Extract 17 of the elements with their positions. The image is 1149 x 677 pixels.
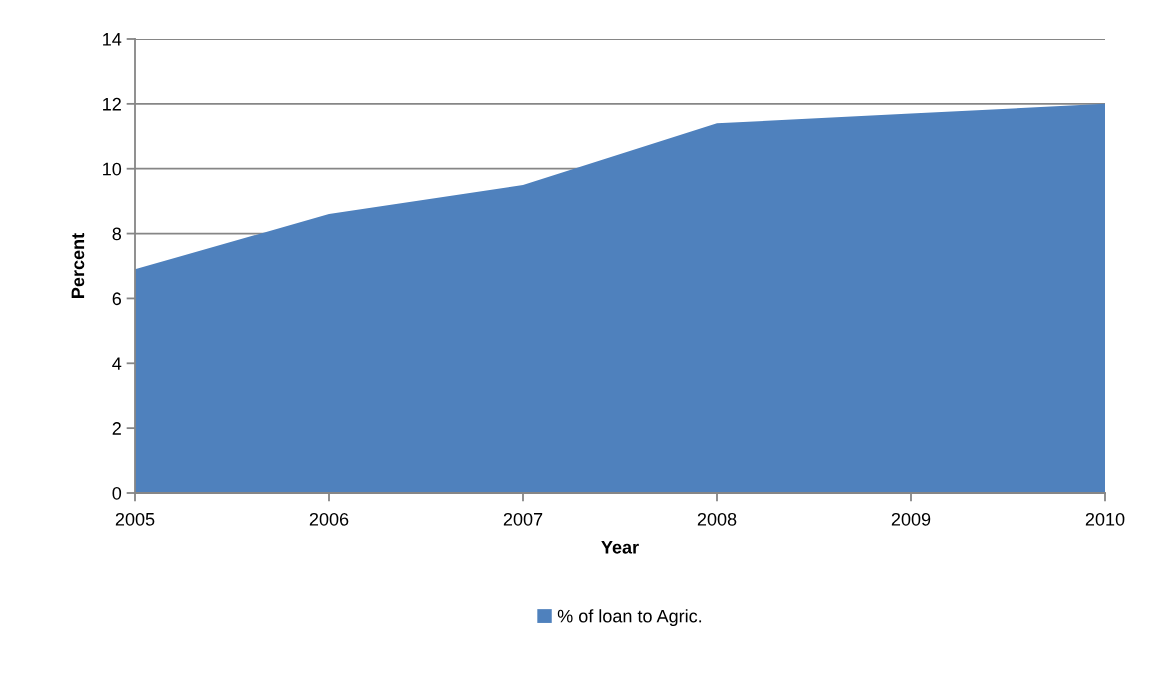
y-tick-label: 8 xyxy=(112,227,122,241)
legend-label: % of loan to Agric. xyxy=(557,609,702,627)
y-tick-label: 2 xyxy=(112,422,121,435)
y-tick-label: 0 xyxy=(112,486,122,500)
y-tick-label: 14 xyxy=(103,33,122,46)
x-tick-label: 2005 xyxy=(115,512,155,526)
y-tick-label: 12 xyxy=(103,97,121,111)
x-tick-label: 2006 xyxy=(309,512,349,526)
x-axis-title: Year xyxy=(601,541,639,554)
y-tick-label: 4 xyxy=(112,357,122,370)
x-tick-label: 2007 xyxy=(503,512,543,526)
y-axis-title: Percent xyxy=(71,233,85,298)
y-tick-label: 10 xyxy=(103,162,122,176)
x-tick-label: 2008 xyxy=(697,512,737,526)
y-tick-label: 6 xyxy=(112,292,122,306)
x-tick-label: 2010 xyxy=(1085,512,1125,526)
x-tick-label: 2009 xyxy=(891,512,931,526)
